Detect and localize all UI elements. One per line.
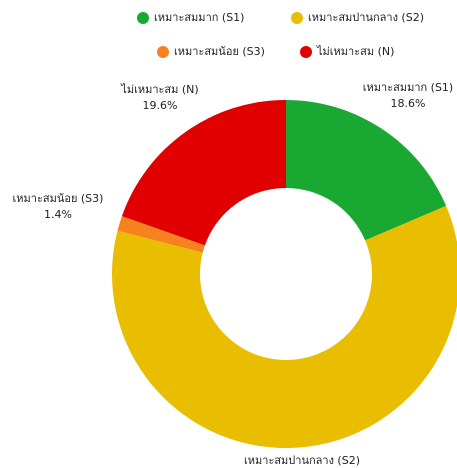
donut-slice (117, 216, 205, 253)
donut-slice (121, 100, 286, 246)
slice-value: 1.4% (44, 208, 72, 221)
legend-label: ไม่เหมาะสม (N) (316, 45, 394, 58)
slice-value: 19.6% (143, 99, 178, 112)
legend-swatch (291, 12, 303, 24)
slice-label: เหมาะสมมาก (S1) (363, 81, 453, 94)
slice-label: ไม่เหมาะสม (N) (120, 83, 198, 96)
slice-value: 18.6% (391, 97, 426, 110)
donut-slice (112, 205, 457, 448)
legend-swatch (157, 46, 169, 58)
donut-slice (286, 100, 447, 241)
legend-label: เหมาะสมปานกลาง (S2) (308, 11, 424, 24)
legend-label: เหมาะสมน้อย (S3) (174, 45, 265, 58)
legend-label: เหมาะสมมาก (S1) (154, 11, 244, 24)
legend-swatch (137, 12, 149, 24)
legend-swatch (300, 46, 312, 58)
slice-label: เหมาะสมปานกลาง (S2) (244, 454, 360, 467)
slice-label: เหมาะสมน้อย (S3) (13, 192, 104, 205)
